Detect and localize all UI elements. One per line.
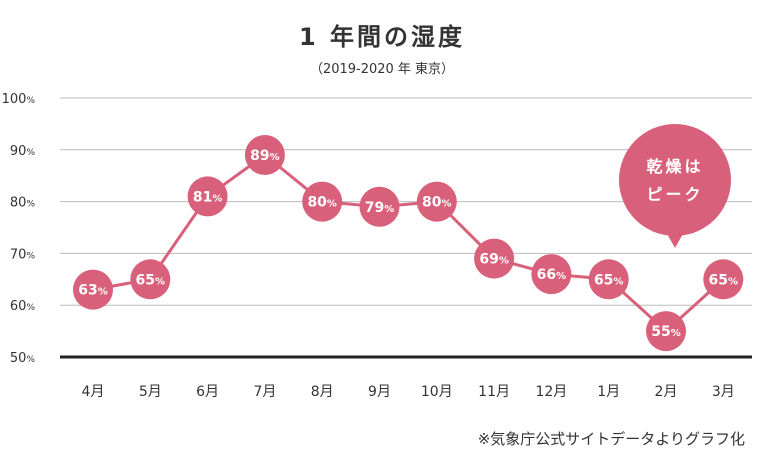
x-tick-label: 12月 [535,384,567,400]
data-label: 63% [78,283,108,299]
x-tick-label: 10月 [421,384,453,400]
y-tick-unit: % [26,96,35,106]
y-tick-unit: % [26,148,35,158]
y-tick-number: 50 [10,351,27,366]
data-label: 89% [250,148,280,164]
data-point [130,259,171,300]
data-label: 80% [422,195,452,211]
y-tick-label: 80% [10,196,36,211]
y-tick-unit: % [26,355,35,365]
x-tick-label: 8月 [311,384,334,400]
data-label: 81% [193,189,223,205]
y-tick-unit: % [26,251,35,261]
y-tick-unit: % [26,303,35,313]
y-tick-number: 70 [10,247,27,262]
x-tick-label: 7月 [253,384,276,400]
y-tick-label: 90% [10,144,36,159]
x-tick-label: 6月 [196,384,219,400]
callout-bubble: 乾燥は ピーク [619,124,731,248]
data-point [187,176,228,217]
data-label: 79% [365,200,395,216]
source-note: ※気象庁公式サイトデータよりグラフ化 [478,430,745,448]
y-tick-number: 60 [10,299,27,314]
y-tick-label: 70% [10,247,36,262]
chart-title: 1 年間の湿度 [299,23,465,51]
y-tick-label: 50% [10,351,36,366]
y-axis: 100%90%80%70%60%50% [2,92,36,366]
data-point [646,311,686,352]
data-point [244,134,285,175]
y-tick-number: 80 [10,196,27,211]
chart-subtitle: （2019-2020 年 東京） [310,61,454,77]
y-tick-number: 100 [2,92,27,107]
callout-circle [619,124,731,236]
x-tick-label: 5月 [139,384,162,400]
callout-pointer [666,232,684,248]
x-axis: 4月 5月 6月 7月 8月 9月 10月 11月 12月 1月 2月 3月 [82,384,735,400]
grid-lines [60,97,752,359]
x-tick-label: 4月 [82,384,105,400]
data-label: 69% [479,252,509,268]
x-tick-label: 1月 [597,384,620,400]
callout-text-line2: ピーク [646,185,703,204]
data-label: 66% [537,267,567,283]
x-tick-label: 9月 [368,384,391,400]
x-tick-label: 3月 [712,384,735,400]
data-label: 80% [307,195,337,211]
data-point [703,259,744,300]
data-point [359,186,400,227]
y-tick-unit: % [26,200,35,210]
data-label: 65% [136,272,166,288]
data-point [474,238,515,279]
data-point [302,181,343,222]
data-point [588,259,629,300]
data-point [416,181,457,222]
data-label: 55% [651,324,681,340]
series-humidity: 63% 65% 81% 89% 80% 79% 80% 69% 66% 65% 55% 65% [73,134,744,352]
data-label: 65% [709,272,739,288]
x-tick-label: 2月 [655,384,678,400]
callout-text-line1: 乾燥は [646,157,703,176]
y-tick-label: 60% [10,299,36,314]
data-label: 65% [594,272,624,288]
x-tick-label: 11月 [478,384,510,400]
y-tick-label: 100% [2,92,36,107]
y-tick-number: 90 [10,144,27,159]
data-point [73,269,113,310]
data-point [531,254,572,295]
